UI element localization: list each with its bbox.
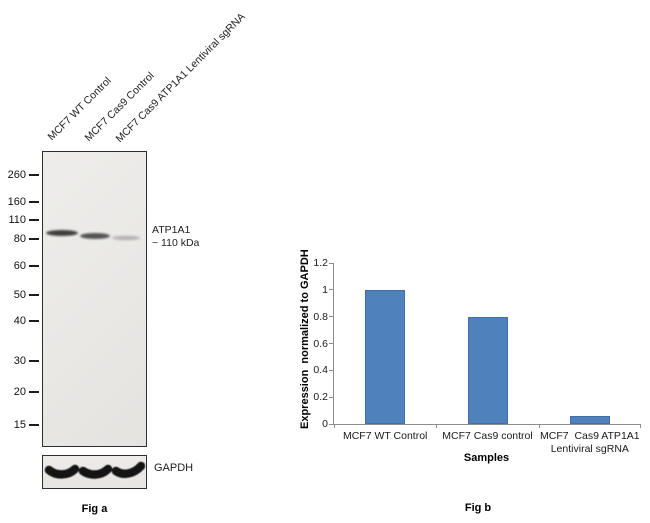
- mw-marker-label: 110: [8, 214, 26, 226]
- x-axis-tick: [640, 424, 641, 428]
- mw-marker-tick: [29, 219, 39, 221]
- mw-marker: 60: [0, 259, 40, 273]
- chart-bar: [569, 415, 610, 424]
- chart-bar: [467, 316, 508, 424]
- y-axis-tick-label: 0.4: [313, 364, 328, 377]
- gapdh-band: [111, 461, 145, 478]
- mw-marker-tick: [29, 238, 39, 240]
- mw-marker: 160: [0, 195, 40, 209]
- x-axis-tick: [334, 424, 335, 428]
- mw-marker-tick: [29, 391, 39, 393]
- mw-marker-label: 260: [7, 169, 26, 181]
- y-axis-tick-label: 0.6: [313, 337, 328, 350]
- gapdh-band: [78, 464, 113, 479]
- protein-band: [80, 233, 110, 239]
- y-axis-tick-label: 1.2: [313, 257, 328, 269]
- x-axis-category-label: MCF7 Cas9 ATP1A1 Lentiviral sgRNA: [540, 430, 640, 455]
- mw-marker-label: 15: [13, 419, 26, 431]
- mw-marker: 260: [0, 168, 40, 182]
- x-axis-tick: [436, 424, 437, 428]
- mw-marker-label: 20: [13, 386, 26, 398]
- y-axis-tick: [329, 423, 334, 425]
- y-axis-tick: [329, 396, 334, 398]
- protein-band: [112, 235, 140, 240]
- mw-marker-tick: [29, 424, 39, 426]
- y-axis-tick: [329, 316, 334, 318]
- mw-marker-tick: [29, 174, 39, 176]
- mw-marker-label: 50: [13, 289, 26, 301]
- mw-marker-label: 60: [13, 260, 26, 272]
- y-axis-tick: [329, 289, 334, 291]
- mw-marker-label: 160: [7, 196, 26, 208]
- lane-label: MCF7 WT Control: [45, 74, 114, 143]
- target-protein-name: ATP1A1: [152, 224, 191, 236]
- y-axis-tick: [329, 369, 334, 371]
- mw-marker: 15: [0, 418, 40, 432]
- mw-marker: 80: [0, 232, 40, 246]
- mw-marker: 20: [0, 385, 40, 399]
- y-axis-tick: [329, 262, 334, 264]
- gapdh-band: [44, 464, 80, 479]
- x-axis-category-label: MCF7 WT Control: [342, 430, 428, 442]
- mw-marker: 50: [0, 288, 40, 302]
- y-axis-tick-label: 0.8: [313, 310, 328, 323]
- gapdh-label: GAPDH: [154, 462, 194, 474]
- chart-bar: [365, 289, 406, 424]
- chart-x-axis-title: Samples: [463, 452, 510, 464]
- mw-marker: 110: [0, 213, 40, 227]
- mw-marker: 40: [0, 314, 40, 328]
- mw-marker-tick: [29, 320, 39, 322]
- mw-marker-tick: [29, 201, 39, 203]
- mw-marker-tick: [29, 265, 39, 267]
- gapdh-bands: [44, 461, 145, 479]
- mw-marker-label: 30: [13, 355, 26, 367]
- chart-plot-area: 0 0.2 0.4 0.6 0.8 1 1.2 MCF7 WT Control MCF7 Cas…: [313, 257, 641, 455]
- gapdh-panel: [42, 455, 147, 489]
- x-axis-category-label: MCF7 Cas9 control: [442, 430, 533, 442]
- mw-marker-label: 80: [13, 233, 26, 245]
- x-axis-tick: [539, 424, 540, 428]
- lane-label: MCF7 Cas9 ATP1A1 Lentiviral sgRNA: [113, 10, 248, 146]
- blot-panel: [42, 151, 147, 447]
- y-axis-tick-label: 1: [322, 283, 328, 296]
- y-axis-tick-label: 0: [322, 418, 328, 430]
- mw-marker-tick: [29, 294, 39, 296]
- mw-marker-tick: [29, 360, 39, 362]
- y-axis-tick: [329, 343, 334, 344]
- fig-a-caption: Fig a: [81, 503, 108, 515]
- target-protein-mw: ~ 110 kDa: [152, 237, 200, 249]
- target-protein-label: ATP1A1 ~ 110 kDa: [152, 224, 199, 250]
- y-axis-tick-label: 0.2: [313, 391, 328, 404]
- fig-b-caption: Fig b: [464, 502, 492, 514]
- protein-band: [46, 230, 78, 236]
- mw-marker: 30: [0, 354, 40, 368]
- mw-marker-label: 40: [13, 315, 26, 327]
